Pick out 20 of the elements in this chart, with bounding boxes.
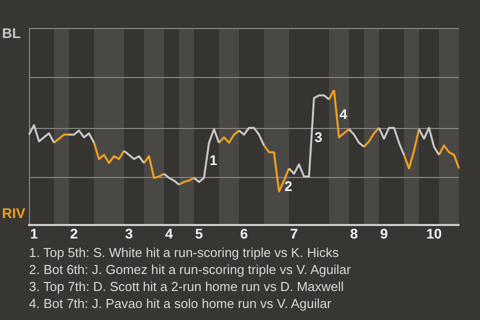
annotation: 4 xyxy=(340,106,348,122)
text: 2. Bot 6th: J. Gomez hit a run-scoring triple vs V. Aguilar xyxy=(29,261,351,278)
x-tick-label: 2 xyxy=(70,225,78,242)
x-tick-label: 4 xyxy=(165,225,174,242)
x-tick-label: 5 xyxy=(195,225,204,242)
text: 1. Top 5th: S. White hit a run-scoring triple vs K. Hicks xyxy=(29,244,340,261)
annotation: 3 xyxy=(314,129,322,146)
x-tick-label: 1 xyxy=(30,225,38,242)
x-tick-label: 7 xyxy=(290,225,298,242)
text: 4. Bot 7th: J. Pavao hit a solo home run vs V. Aguilar xyxy=(29,295,332,312)
text: RIV xyxy=(2,205,26,222)
x-tick-label: 10 xyxy=(426,225,442,242)
text: 3. Top 7th: D. Scott hit a 2-run home run vs D. Maxwell xyxy=(29,278,345,295)
annotation: 2 xyxy=(284,178,292,194)
text: BL xyxy=(2,25,21,41)
annotation: 1 xyxy=(210,152,218,168)
x-tick-label: 8 xyxy=(350,225,358,242)
x-tick-label: 6 xyxy=(240,225,248,242)
x-tick-label: 3 xyxy=(125,225,134,242)
x-tick-label: 9 xyxy=(380,225,388,242)
